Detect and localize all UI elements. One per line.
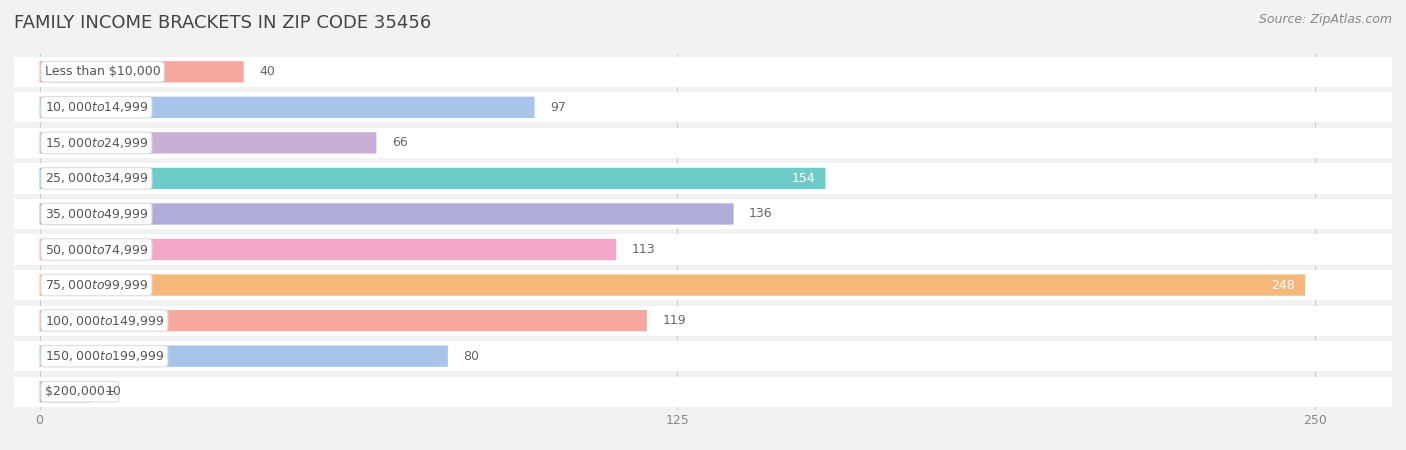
- Bar: [14, 234, 1392, 265]
- Bar: [14, 377, 1392, 407]
- Text: $25,000 to $34,999: $25,000 to $34,999: [45, 171, 148, 185]
- Text: $150,000 to $199,999: $150,000 to $199,999: [45, 349, 165, 363]
- Text: $15,000 to $24,999: $15,000 to $24,999: [45, 136, 148, 150]
- Text: 248: 248: [1271, 279, 1295, 292]
- FancyBboxPatch shape: [39, 274, 1305, 296]
- Text: $75,000 to $99,999: $75,000 to $99,999: [45, 278, 148, 292]
- Text: 40: 40: [259, 65, 276, 78]
- Bar: [14, 199, 1392, 229]
- FancyBboxPatch shape: [39, 203, 734, 225]
- Bar: [14, 92, 1392, 122]
- Text: Source: ZipAtlas.com: Source: ZipAtlas.com: [1258, 14, 1392, 27]
- Bar: [14, 341, 1392, 371]
- Text: 136: 136: [749, 207, 772, 220]
- FancyBboxPatch shape: [39, 346, 449, 367]
- Text: 154: 154: [792, 172, 815, 185]
- Text: FAMILY INCOME BRACKETS IN ZIP CODE 35456: FAMILY INCOME BRACKETS IN ZIP CODE 35456: [14, 14, 432, 32]
- Text: 119: 119: [662, 314, 686, 327]
- FancyBboxPatch shape: [39, 239, 616, 260]
- FancyBboxPatch shape: [39, 168, 825, 189]
- Text: 80: 80: [463, 350, 479, 363]
- Text: 97: 97: [550, 101, 565, 114]
- FancyBboxPatch shape: [39, 97, 534, 118]
- Bar: [14, 306, 1392, 336]
- Text: 113: 113: [631, 243, 655, 256]
- Text: $50,000 to $74,999: $50,000 to $74,999: [45, 243, 148, 256]
- Bar: [14, 163, 1392, 194]
- FancyBboxPatch shape: [39, 310, 647, 331]
- Bar: [14, 57, 1392, 87]
- Text: Less than $10,000: Less than $10,000: [45, 65, 160, 78]
- FancyBboxPatch shape: [39, 381, 90, 402]
- FancyBboxPatch shape: [39, 132, 377, 153]
- Text: 10: 10: [105, 385, 122, 398]
- Bar: [14, 128, 1392, 158]
- Text: 66: 66: [392, 136, 408, 149]
- Text: $100,000 to $149,999: $100,000 to $149,999: [45, 314, 165, 328]
- Text: $10,000 to $14,999: $10,000 to $14,999: [45, 100, 148, 114]
- Bar: [14, 270, 1392, 300]
- FancyBboxPatch shape: [39, 61, 243, 82]
- Text: $35,000 to $49,999: $35,000 to $49,999: [45, 207, 148, 221]
- Text: $200,000+: $200,000+: [45, 385, 115, 398]
